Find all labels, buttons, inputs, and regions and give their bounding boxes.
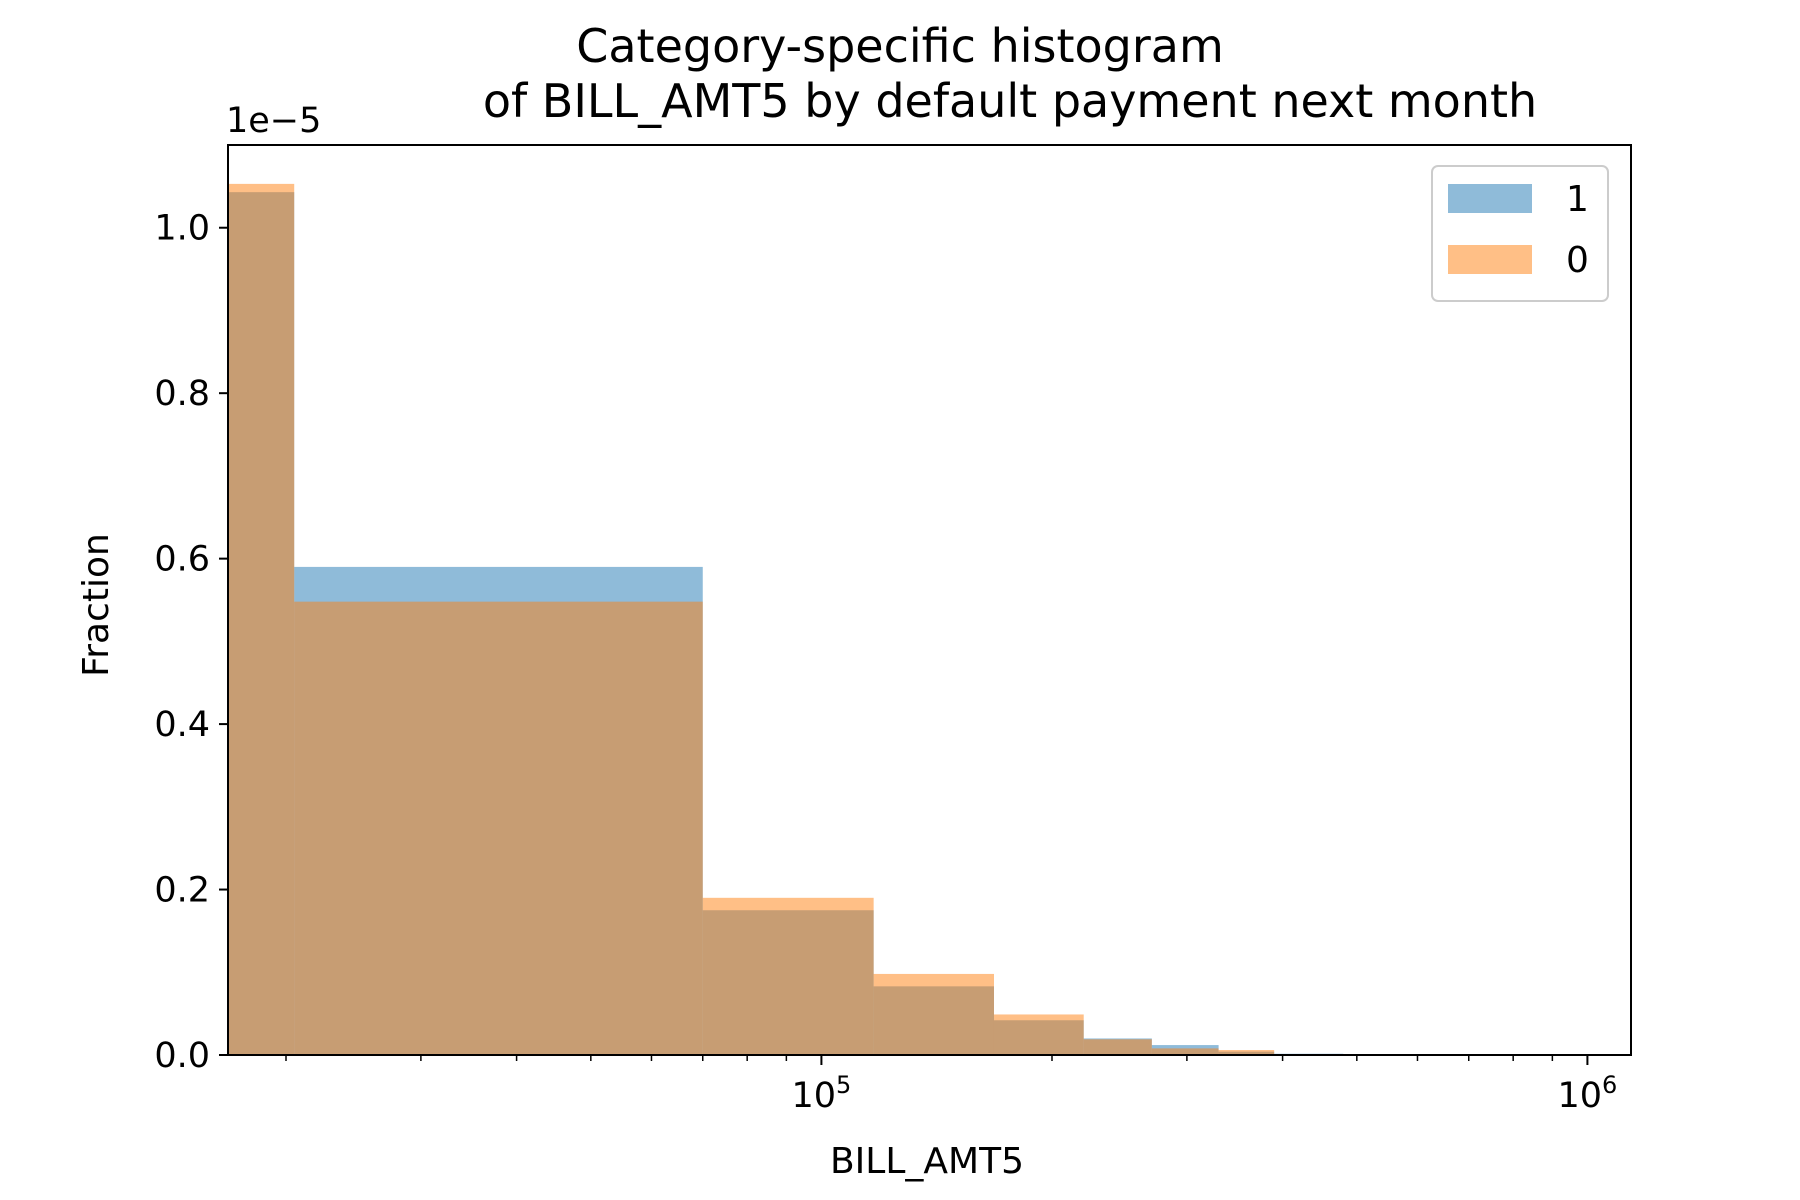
legend-swatch-series-1 xyxy=(1448,184,1532,213)
bar-series-0-bin-3 xyxy=(873,973,994,1055)
x-axis-label: BILL_AMT5 xyxy=(830,1141,1024,1182)
y-tick-label: 0.8 xyxy=(154,374,210,414)
bar-series-0-bin-2 xyxy=(702,897,874,1055)
bar-series-0-bin-4 xyxy=(993,1014,1084,1055)
bar-series-0-bin-1 xyxy=(294,601,703,1055)
y-tick-label: 0.4 xyxy=(154,705,210,745)
y-tick-label: 1.0 xyxy=(154,209,210,249)
legend-label-series-1: 1 xyxy=(1566,179,1589,220)
plot-frame xyxy=(227,144,1632,1056)
y-tick-label: 0.0 xyxy=(154,1036,210,1076)
y-tick-label: 0.2 xyxy=(154,871,210,911)
chart-title: Category-specific histogram xyxy=(576,19,1224,73)
bar-series-0-bin-0 xyxy=(228,183,295,1055)
x-tick-label: 105 xyxy=(791,1071,851,1116)
legend-items: 10 xyxy=(1448,179,1589,281)
y-axis-ticks: 0.0 0.2 0.4 0.6 0.8 1.0 xyxy=(154,209,228,1076)
y-tick-label: 0.6 xyxy=(154,540,210,580)
x-axis-ticks: 105 106 xyxy=(285,1055,1617,1116)
y-axis-label: Fraction xyxy=(76,533,117,677)
legend: 10 xyxy=(1431,165,1609,302)
bar-series-0-bin-5 xyxy=(1083,1039,1152,1055)
legend-label-series-0: 0 xyxy=(1566,240,1589,281)
bar-series-0-bin-6 xyxy=(1151,1048,1219,1055)
bar-series-0-bin-7 xyxy=(1218,1050,1275,1055)
legend-swatch-series-0 xyxy=(1448,245,1532,274)
bars-layer xyxy=(228,183,1344,1055)
chart-subtitle: of BILL_AMT5 by default payment next mon… xyxy=(483,74,1537,128)
x-tick-label: 106 xyxy=(1557,1071,1617,1116)
y-offset-label: 1e−5 xyxy=(226,101,321,141)
